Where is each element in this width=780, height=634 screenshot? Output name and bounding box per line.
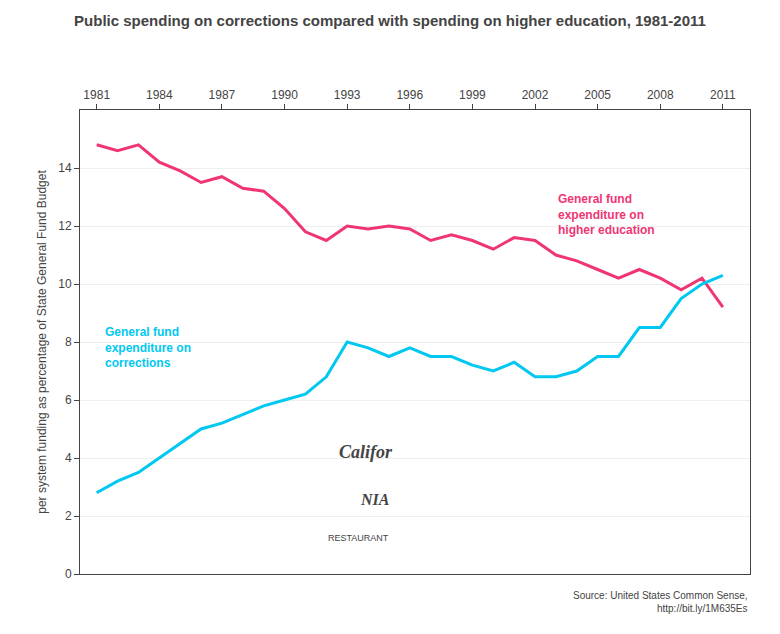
svg-text:Califor: Califor (339, 442, 393, 462)
svg-text:4: 4 (65, 451, 72, 465)
svg-text:1999: 1999 (459, 88, 486, 102)
svg-text:12: 12 (58, 219, 72, 233)
svg-text:14: 14 (58, 161, 72, 175)
svg-text:Public spending on corrections: Public spending on corrections compared … (74, 12, 706, 29)
svg-text:Source: United States Common S: Source: United States Common Sense,http:… (573, 590, 748, 614)
svg-text:10: 10 (58, 277, 72, 291)
svg-text:2002: 2002 (522, 88, 549, 102)
svg-text:2008: 2008 (647, 88, 674, 102)
svg-text:6: 6 (65, 393, 72, 407)
svg-text:1996: 1996 (396, 88, 423, 102)
svg-text:1981: 1981 (83, 88, 110, 102)
svg-text:per system funding as percenta: per system funding as percentage of Stat… (35, 170, 49, 514)
svg-text:8: 8 (65, 335, 72, 349)
svg-text:2005: 2005 (584, 88, 611, 102)
svg-text:0: 0 (65, 567, 72, 581)
svg-text:General fundexpenditure oncorr: General fundexpenditure oncorrections (105, 325, 191, 370)
svg-text:1993: 1993 (334, 88, 361, 102)
svg-text:NIA: NIA (360, 491, 390, 508)
svg-text:2011: 2011 (710, 88, 736, 102)
svg-text:1987: 1987 (209, 88, 236, 102)
svg-text:RESTAURANT: RESTAURANT (328, 533, 389, 543)
svg-text:2: 2 (65, 509, 72, 523)
svg-text:1984: 1984 (146, 88, 173, 102)
svg-text:General fundexpenditure onhigh: General fundexpenditure onhigher educati… (558, 192, 655, 237)
svg-text:1990: 1990 (271, 88, 298, 102)
